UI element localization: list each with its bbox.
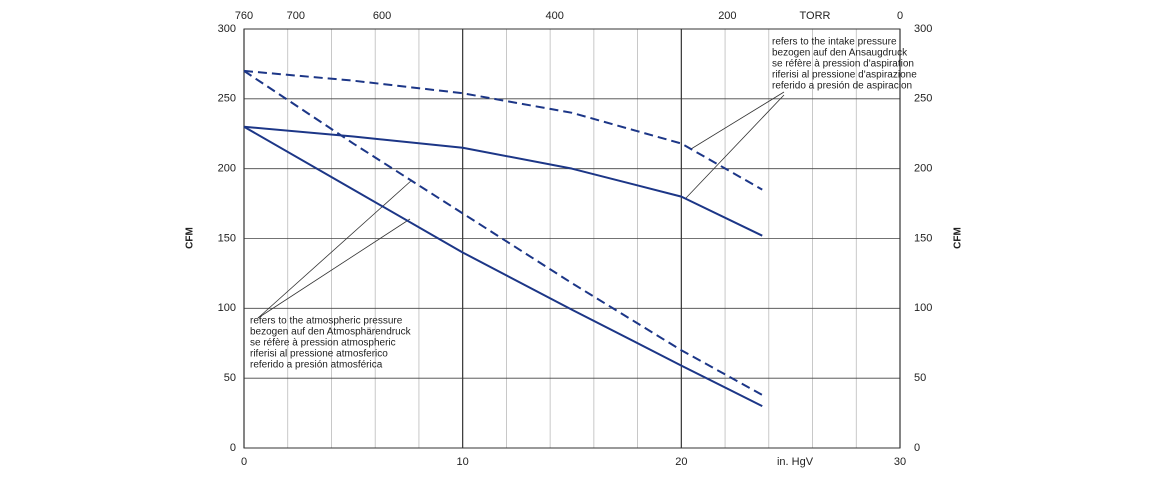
annotation-line: se réfère à pression d'aspiration [772, 59, 914, 70]
curve [243, 70, 763, 396]
leader-lines [257, 91, 785, 319]
x2-tick-label: 200 [718, 10, 736, 22]
y2-tick-label: 100 [914, 302, 932, 314]
x-tick-label: 20 [675, 456, 687, 468]
x-tick-label: 0 [241, 456, 247, 468]
y-tick-label: 50 [224, 372, 236, 384]
leader-line [685, 94, 785, 199]
y-tick-label: 150 [218, 232, 236, 244]
curve [243, 125, 763, 237]
y2-tick-label: 250 [914, 93, 932, 105]
plot-frame [243, 28, 901, 449]
annotation-line: referido a presión de aspiracion [772, 81, 912, 92]
x2-tick-label: 760 [235, 10, 253, 22]
annotation-line: riferisi al pressione d'aspirazione [772, 70, 917, 81]
y-tick-label: 0 [230, 442, 236, 454]
x2-tick-label: 600 [373, 10, 391, 22]
x-tick-label: 30 [894, 456, 906, 468]
leader-line [257, 179, 413, 319]
curve [243, 69, 763, 191]
y2-tick-label: 150 [914, 232, 932, 244]
x2-tick-label: 400 [546, 10, 564, 22]
annotation-line: bezogen auf den Atmosphärendruck [250, 327, 412, 338]
x-tick-label: 10 [457, 456, 469, 468]
y-tick-label: 200 [218, 163, 236, 175]
y2-tick-label: 0 [914, 442, 920, 454]
annotation-line: refers to the intake pressure [772, 37, 897, 48]
curve [243, 125, 763, 407]
x-axis-label: in. HgV [777, 456, 814, 468]
annotation-line: referido a presión atmosférica [250, 360, 383, 371]
y-tick-label: 100 [218, 302, 236, 314]
x2-tick-label: 700 [287, 10, 305, 22]
x2-tick-label: 0 [897, 10, 903, 22]
y2-tick-label: 300 [914, 23, 932, 35]
x2-axis-label: TORR [800, 10, 831, 22]
y-tick-label: 250 [218, 93, 236, 105]
annotation-line: se réfère à pression atmospheric [250, 338, 396, 349]
y-axis-label: CFM [185, 227, 196, 249]
annotation: refers to the atmospheric pressurebezoge… [250, 316, 412, 371]
annotation-line: riferisi al pressione atmosferico [250, 349, 388, 360]
leader-line [257, 218, 411, 319]
y2-tick-label: 200 [914, 163, 932, 175]
grid [243, 28, 901, 449]
y2-tick-label: 50 [914, 372, 926, 384]
leader-line [690, 91, 785, 150]
annotation-line: refers to the atmospheric pressure [250, 316, 403, 327]
annotation-line: bezogen auf den Ansaugdruck [772, 48, 908, 59]
y-tick-label: 300 [218, 23, 236, 35]
y2-axis-label: CFM [953, 227, 964, 249]
